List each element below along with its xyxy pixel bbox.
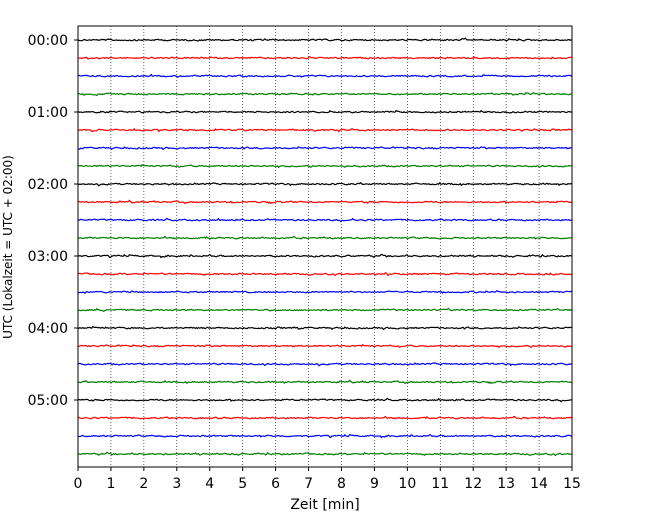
trace-22 (77, 434, 573, 439)
trace-10 (77, 217, 573, 223)
trace-7 (77, 164, 573, 169)
y-tick-label-1: 01:00 (28, 105, 68, 121)
trace-5 (77, 128, 573, 133)
trace-23 (77, 451, 573, 457)
trace-16 (77, 325, 573, 331)
x-tick-label-14: 14 (530, 476, 548, 492)
trace-8 (77, 182, 573, 187)
x-tick-label-9: 9 (370, 476, 379, 492)
x-axis-ticks: 0 1 2 3 4 5 6 7 8 9 10 11 12 13 14 15 (74, 467, 581, 492)
x-tick-label-2: 2 (139, 476, 148, 492)
x-tick-label-5: 5 (238, 476, 247, 492)
trace-6 (77, 146, 573, 151)
y-tick-label-2: 02:00 (28, 177, 68, 193)
y-tick-label-3: 03:00 (28, 249, 68, 265)
x-tick-label-1: 1 (106, 476, 115, 492)
trace-9 (77, 199, 573, 204)
x-tick-label-0: 0 (74, 476, 83, 492)
trace-21 (77, 415, 573, 420)
trace-13 (77, 272, 573, 277)
trace-3 (77, 92, 573, 97)
trace-18 (77, 362, 573, 367)
trace-15 (77, 307, 573, 312)
y-axis-label: UTC (Lokalzeit = UTC + 02:00) (1, 155, 15, 339)
x-tick-label-3: 3 (172, 476, 181, 492)
trace-19 (77, 379, 573, 384)
x-tick-label-8: 8 (337, 476, 346, 492)
x-tick-label-4: 4 (205, 476, 214, 492)
trace-14 (77, 290, 573, 294)
trace-1 (77, 55, 573, 60)
x-tick-label-10: 10 (398, 476, 416, 492)
y-tick-label-5: 05:00 (28, 393, 68, 409)
x-tick-label-11: 11 (431, 476, 449, 492)
x-tick-label-7: 7 (304, 476, 313, 492)
x-tick-label-12: 12 (464, 476, 482, 492)
trace-11 (77, 235, 573, 240)
trace-17 (77, 344, 573, 348)
trace-4 (77, 109, 573, 114)
x-tick-label-15: 15 (563, 476, 581, 492)
trace-2 (77, 73, 573, 78)
trace-20 (77, 397, 573, 403)
trace-group (77, 37, 573, 457)
trace-0 (77, 37, 573, 42)
y-tick-label-4: 04:00 (28, 321, 68, 337)
x-tick-label-6: 6 (271, 476, 280, 492)
y-tick-label-0: 00:00 (28, 33, 68, 49)
y-axis-ticks: 00:00 01:00 02:00 03:00 04:00 05:00 (28, 33, 78, 409)
x-tick-label-13: 13 (497, 476, 515, 492)
plot-frame (77, 25, 573, 468)
trace-12 (77, 253, 573, 259)
x-axis-label: Zeit [min] (290, 497, 359, 513)
